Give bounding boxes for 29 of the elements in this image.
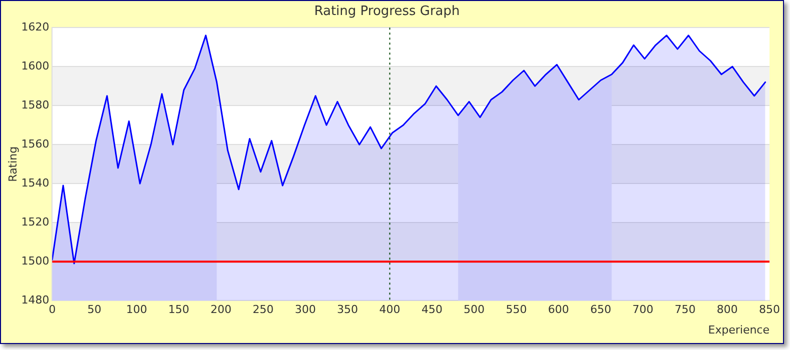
y-tick-label: 1500 bbox=[21, 254, 50, 268]
x-tick-label: 850 bbox=[759, 303, 780, 316]
x-tick-label: 650 bbox=[590, 303, 612, 316]
y-tick-label: 1560 bbox=[21, 137, 50, 150]
x-tick-label: 350 bbox=[337, 303, 358, 316]
y-tick-label: 1600 bbox=[21, 59, 50, 72]
x-tick-label: 750 bbox=[674, 303, 696, 316]
x-tick-label: 300 bbox=[294, 303, 316, 316]
x-tick-label: 400 bbox=[379, 303, 400, 316]
y-tick-label: 1480 bbox=[21, 293, 50, 306]
x-tick-label: 700 bbox=[632, 303, 654, 316]
x-tick-label: 0 bbox=[48, 303, 56, 316]
x-tick-label: 450 bbox=[421, 303, 442, 316]
x-axis-title: Experience bbox=[708, 323, 770, 336]
y-tick-label: 1520 bbox=[21, 215, 50, 228]
x-tick-label: 150 bbox=[168, 303, 190, 316]
chart-title: Rating Progress Graph bbox=[314, 4, 460, 20]
x-tick-label: 550 bbox=[506, 303, 527, 316]
y-tick-label: 1620 bbox=[21, 20, 50, 34]
x-tick-label: 800 bbox=[716, 303, 738, 316]
x-tick-label: 50 bbox=[87, 303, 102, 316]
y-axis-title: Rating bbox=[6, 146, 20, 182]
y-tick-label: 1580 bbox=[21, 98, 50, 112]
x-tick-label: 100 bbox=[126, 303, 148, 316]
x-tick-label: 500 bbox=[464, 303, 485, 316]
x-tick-label: 200 bbox=[210, 303, 232, 316]
x-tick-label: 600 bbox=[548, 303, 570, 316]
y-tick-label: 1540 bbox=[21, 176, 50, 190]
x-tick-label: 250 bbox=[252, 303, 274, 316]
